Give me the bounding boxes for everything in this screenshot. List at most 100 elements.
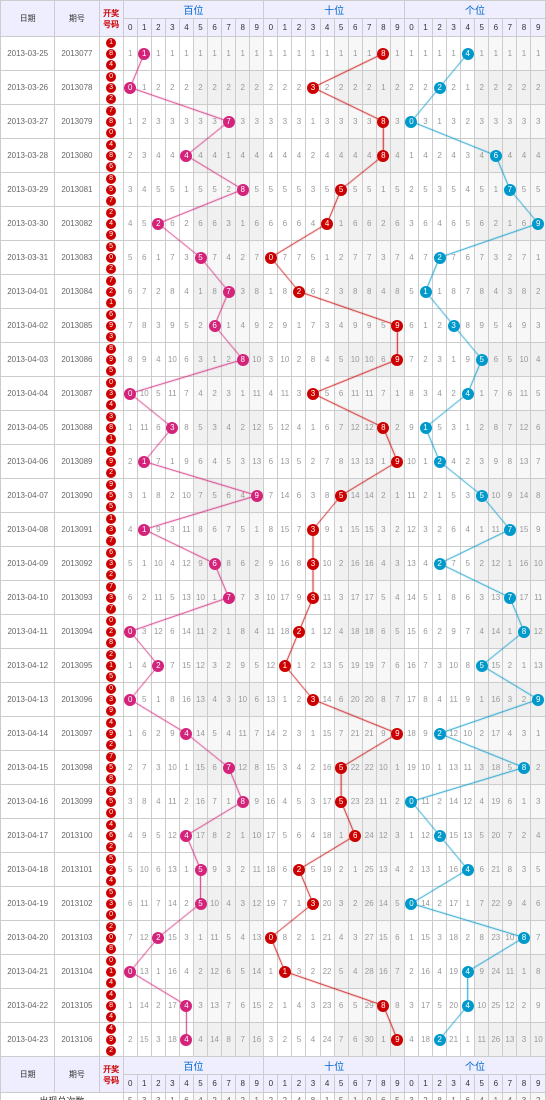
date-cell: 2013-03-30 (1, 207, 55, 241)
trend-cell: 7 (264, 479, 278, 513)
trend-cell: 6 (348, 1023, 362, 1057)
trend-cell: 15 (418, 921, 432, 955)
trend-cell: 2 (517, 989, 531, 1023)
win-cell: 249 (99, 207, 123, 241)
trend-cell: 10 (531, 547, 546, 581)
trend-cell: 5 (193, 173, 207, 207)
trend-cell: 7 (222, 581, 236, 615)
trend-cell: 3 (292, 377, 306, 411)
trend-cell: 9 (236, 649, 250, 683)
trend-cell: 18 (278, 615, 292, 649)
trend-cell: 3 (461, 479, 475, 513)
trend-cell: 11 (447, 683, 461, 717)
trend-cell: 2 (334, 241, 348, 275)
trend-cell: 1 (137, 479, 151, 513)
trend-cell: 12 (517, 411, 531, 445)
trend-cell: 1 (193, 37, 207, 71)
date-cell: 2013-04-07 (1, 479, 55, 513)
trend-cell: 4 (503, 139, 517, 173)
digit-header: 2 (433, 1075, 447, 1093)
trend-cell: 4 (461, 37, 475, 71)
trend-cell: 10 (137, 377, 151, 411)
stat-cell: 6 (179, 1093, 193, 1100)
trend-cell: 1 (306, 37, 320, 71)
trend-cell: 2 (222, 71, 236, 105)
trend-cell: 3 (236, 445, 250, 479)
trend-cell: 4 (390, 139, 404, 173)
trend-cell: 4 (222, 241, 236, 275)
trend-cell: 7 (250, 241, 264, 275)
data-row: 2013-04-22201310548411421743137615214323… (1, 989, 546, 1023)
trend-cell: 1 (123, 37, 137, 71)
digit-header: 1 (278, 19, 292, 37)
period-cell: 2013103 (55, 921, 99, 955)
trend-cell: 19 (348, 649, 362, 683)
trend-cell: 3 (179, 105, 193, 139)
trend-cell: 9 (531, 513, 546, 547)
trend-cell: 5 (461, 547, 475, 581)
trend-cell: 6 (292, 479, 306, 513)
trend-cell: 1 (461, 1023, 475, 1057)
trend-cell: 0 (123, 615, 137, 649)
trend-cell: 2 (404, 853, 418, 887)
trend-cell: 8 (165, 683, 179, 717)
trend-cell: 8 (179, 411, 193, 445)
data-row: 2013-04-19201310253061171425104312197132… (1, 887, 546, 921)
trend-cell: 6 (376, 615, 390, 649)
trend-cell: 7 (334, 717, 348, 751)
trend-cell: 1 (222, 785, 236, 819)
trend-cell: 2 (292, 853, 306, 887)
digit-header: 7 (222, 1075, 236, 1093)
period-cell: 2013079 (55, 105, 99, 139)
trend-cell: 5 (334, 479, 348, 513)
trend-cell: 5 (418, 173, 432, 207)
stat-cell: 5 (390, 1093, 404, 1100)
trend-cell: 10 (418, 751, 432, 785)
trend-cell: 24 (320, 1023, 334, 1057)
stat-cell: 2 (418, 1093, 432, 1100)
period-cell: 2013087 (55, 377, 99, 411)
trend-cell: 21 (320, 921, 334, 955)
data-row: 2013-04-16201309985038411216718916453175… (1, 785, 546, 819)
trend-cell: 11 (165, 785, 179, 819)
trend-cell: 10 (320, 547, 334, 581)
trend-cell: 11 (348, 377, 362, 411)
period-cell: 2013101 (55, 853, 99, 887)
trend-cell: 10 (165, 343, 179, 377)
trend-cell: 13 (447, 751, 461, 785)
trend-cell: 13 (531, 649, 546, 683)
trend-cell: 1 (390, 479, 404, 513)
trend-cell: 1 (137, 445, 151, 479)
stat-cell: 1 (348, 1093, 362, 1100)
trend-cell: 2 (292, 71, 306, 105)
trend-cell: 2 (264, 309, 278, 343)
trend-cell: 1 (306, 105, 320, 139)
trend-cell: 9 (390, 309, 404, 343)
trend-cell: 2 (503, 649, 517, 683)
trend-cell: 1 (376, 71, 390, 105)
trend-cell: 2 (151, 71, 165, 105)
trend-cell: 1 (137, 547, 151, 581)
trend-cell: 3 (447, 411, 461, 445)
trend-cell: 6 (418, 207, 432, 241)
trend-cell: 11 (278, 377, 292, 411)
win-cell: 693 (99, 309, 123, 343)
trend-cell: 11 (531, 581, 546, 615)
trend-cell: 6 (236, 989, 250, 1023)
trend-cell: 12 (320, 615, 334, 649)
digit-header: 9 (390, 19, 404, 37)
trend-cell: 10 (264, 581, 278, 615)
trend-cell: 2 (489, 71, 503, 105)
trend-cell: 2 (433, 785, 447, 819)
trend-cell: 4 (475, 615, 489, 649)
trend-cell: 6 (447, 207, 461, 241)
stat-cell: 1 (320, 1093, 334, 1100)
trend-cell: 6 (503, 377, 517, 411)
trend-cell: 23 (362, 785, 376, 819)
trend-cell: 4 (278, 785, 292, 819)
trend-cell: 2 (165, 71, 179, 105)
trend-cell: 5 (123, 241, 137, 275)
trend-cell: 3 (250, 581, 264, 615)
trend-cell: 3 (208, 411, 222, 445)
win-cell: 850 (99, 785, 123, 819)
